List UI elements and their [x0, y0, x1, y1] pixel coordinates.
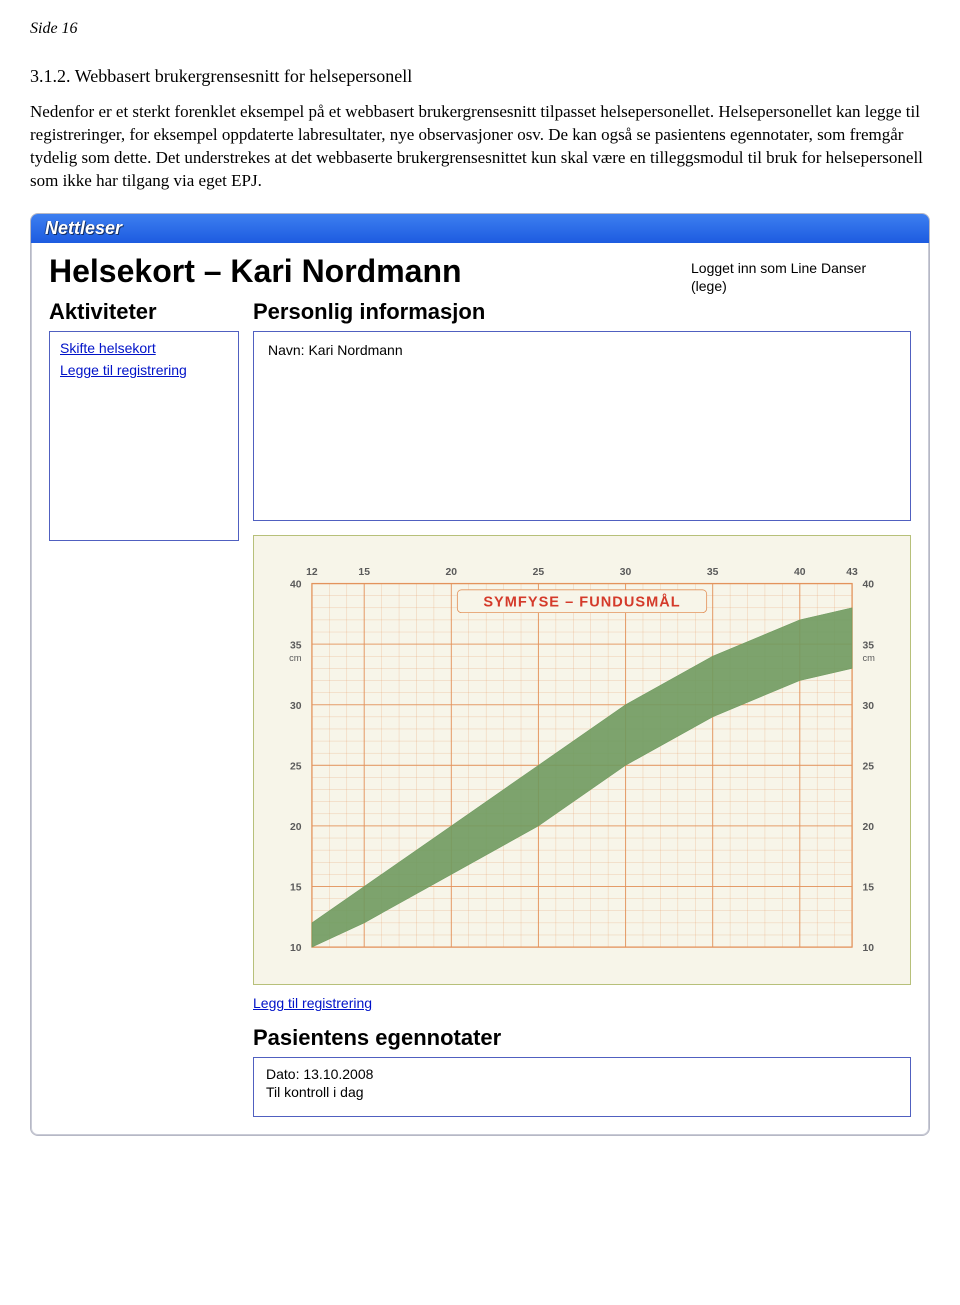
personal-info-box: Navn: Kari Nordmann: [253, 331, 911, 521]
login-info: Logget inn som Line Danser (lege): [691, 249, 911, 295]
svg-text:40: 40: [862, 580, 874, 591]
notes-title: Pasientens egennotater: [253, 1025, 911, 1051]
app-title: Helsekort – Kari Nordmann: [49, 253, 671, 290]
svg-text:12: 12: [306, 567, 318, 578]
login-line2: (lege): [691, 278, 727, 294]
svg-text:25: 25: [862, 762, 874, 773]
notes-date: Dato: 13.10.2008: [266, 1066, 898, 1082]
svg-text:20: 20: [862, 822, 874, 833]
svg-text:cm: cm: [862, 653, 875, 663]
svg-text:20: 20: [290, 822, 302, 833]
notes-text: Til kontroll i dag: [266, 1084, 898, 1100]
svg-text:SYMFYSE – FUNDUSMÅL: SYMFYSE – FUNDUSMÅL: [483, 594, 680, 611]
window-titlebar: Nettleser: [31, 214, 929, 243]
name-label: Navn:: [268, 342, 305, 358]
svg-text:40: 40: [794, 567, 806, 578]
login-line1: Logget inn som Line Danser: [691, 260, 866, 276]
sidebar: Aktiviteter Skifte helsekort Legge til r…: [49, 299, 239, 1117]
svg-text:15: 15: [862, 883, 874, 894]
chart-svg: 12 15 20 25 30 35 40 43 40 35 30 25 20 15 10 cm 40 35 30 25…: [260, 542, 904, 978]
svg-text:30: 30: [862, 701, 874, 712]
svg-text:15: 15: [358, 567, 370, 578]
section-heading: 3.1.2. Webbasert brukergrensesnitt for h…: [30, 66, 930, 87]
svg-text:25: 25: [290, 762, 302, 773]
name-value: Kari Nordmann: [308, 342, 402, 358]
section-number: 3.1.2.: [30, 66, 71, 86]
svg-text:30: 30: [620, 567, 632, 578]
svg-text:20: 20: [446, 567, 458, 578]
svg-text:40: 40: [290, 580, 302, 591]
svg-text:15: 15: [290, 883, 302, 894]
svg-text:cm: cm: [289, 653, 302, 663]
svg-text:10: 10: [862, 943, 874, 954]
link-skifte-helsekort[interactable]: Skifte helsekort: [60, 340, 228, 356]
svg-text:25: 25: [533, 567, 545, 578]
svg-text:35: 35: [290, 640, 302, 651]
svg-text:43: 43: [846, 567, 858, 578]
svg-text:35: 35: [707, 567, 719, 578]
symfyse-chart: 12 15 20 25 30 35 40 43 40 35 30 25 20 15 10 cm 40 35 30 25…: [253, 535, 911, 985]
sidebar-title: Aktiviteter: [49, 299, 239, 325]
browser-window: Nettleser Helsekort – Kari Nordmann Logg…: [30, 213, 930, 1137]
personal-info-title: Personlig informasjon: [253, 299, 911, 325]
section-title: Webbasert brukergrensesnitt for helseper…: [75, 66, 413, 86]
notes-box: Dato: 13.10.2008 Til kontroll i dag: [253, 1057, 911, 1117]
link-legge-til-registrering[interactable]: Legge til registrering: [60, 362, 228, 378]
main-column: Personlig informasjon Navn: Kari Nordman…: [253, 299, 911, 1117]
page-header: Side 16: [30, 20, 930, 38]
body-paragraph: Nedenfor er et sterkt forenklet eksempel…: [30, 101, 930, 193]
svg-text:35: 35: [862, 640, 874, 651]
svg-text:10: 10: [290, 943, 302, 954]
svg-text:30: 30: [290, 701, 302, 712]
sidebar-box: Skifte helsekort Legge til registrering: [49, 331, 239, 541]
link-legg-til-registrering[interactable]: Legg til registrering: [253, 995, 911, 1011]
